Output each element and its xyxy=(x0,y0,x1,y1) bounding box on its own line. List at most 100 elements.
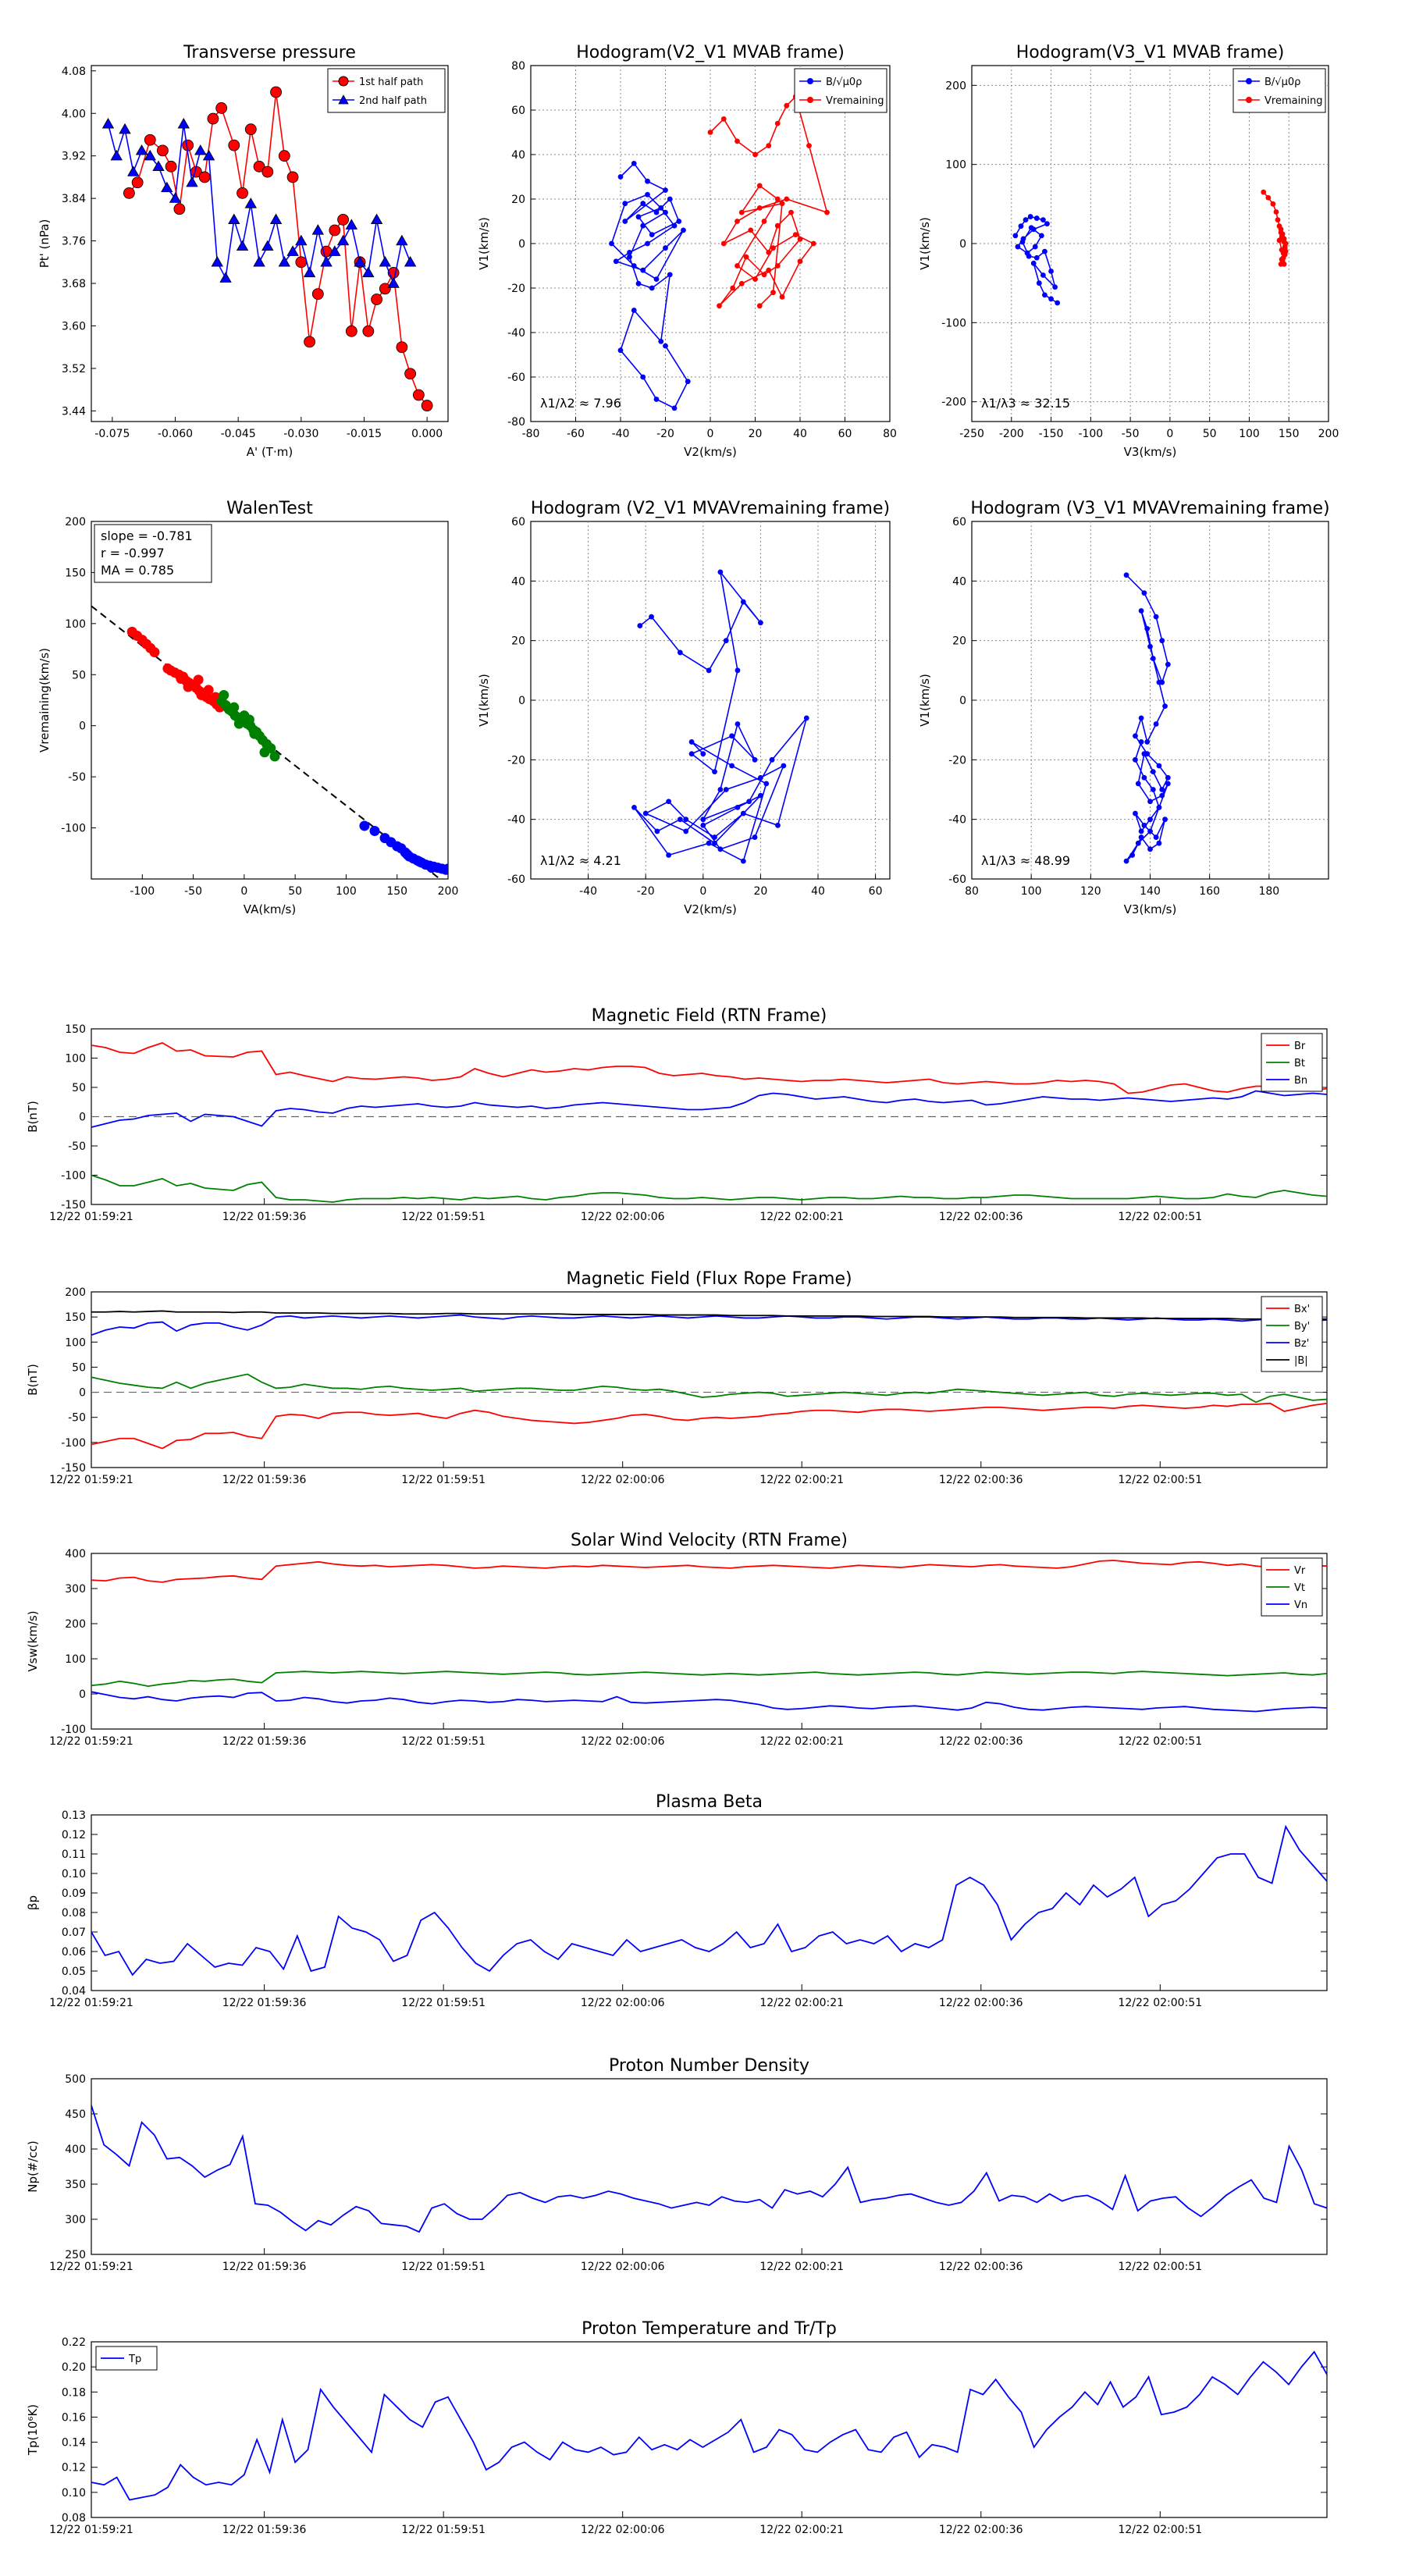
data-point xyxy=(781,763,787,769)
annotation: λ1/λ2 ≈ 7.96 xyxy=(540,396,621,411)
data-point xyxy=(746,799,752,805)
y-tick-label: 4.00 xyxy=(62,108,86,120)
x-tick-label: 20 xyxy=(753,885,767,898)
legend-marker xyxy=(1246,78,1252,84)
data-point xyxy=(1019,239,1026,245)
data-point xyxy=(666,799,672,805)
data-point xyxy=(1153,721,1159,727)
data-point xyxy=(144,133,156,146)
data-point xyxy=(645,178,650,184)
plot-area xyxy=(91,1560,1327,1713)
y-tick-label: 20 xyxy=(952,635,966,648)
data-point xyxy=(740,810,746,817)
y-tick-label: 500 xyxy=(65,2073,86,2086)
stat-line: slope = -0.781 xyxy=(101,528,193,543)
x-tick-label: -20 xyxy=(656,428,674,440)
stat-line: r = -0.997 xyxy=(101,546,165,560)
data-point xyxy=(269,751,280,762)
y-tick-label: 0 xyxy=(79,1387,86,1400)
y-tick-label: -100 xyxy=(61,823,86,835)
data-point xyxy=(236,240,249,251)
data-point xyxy=(666,852,672,858)
data-point xyxy=(653,209,660,215)
x-tick-label: 12/22 01:59:21 xyxy=(49,1735,133,1748)
data-point xyxy=(712,834,717,840)
legend-label: Br xyxy=(1294,1041,1306,1052)
y-tick-label: 450 xyxy=(65,2108,86,2121)
data-point xyxy=(396,234,408,246)
data-point xyxy=(748,227,754,233)
data-point xyxy=(717,303,722,309)
y-tick-label: 100 xyxy=(65,1053,86,1066)
data-point xyxy=(131,176,144,189)
data-point xyxy=(253,256,265,267)
y-tick-label: -60 xyxy=(507,873,525,886)
y-tick-label: 4.08 xyxy=(62,66,86,78)
data-point xyxy=(1147,817,1153,823)
data-point xyxy=(763,781,770,787)
data-point xyxy=(775,822,781,828)
data-point xyxy=(1036,280,1042,286)
data-point xyxy=(717,787,724,792)
data-point xyxy=(1123,572,1129,578)
y-tick-label: 0.12 xyxy=(62,1829,86,1841)
y-tick-label: 0 xyxy=(959,695,966,707)
data-point xyxy=(756,303,763,309)
y-tick-label: 0.09 xyxy=(62,1888,86,1900)
data-point xyxy=(653,397,660,402)
data-point xyxy=(1281,236,1287,242)
legend-label: Bn xyxy=(1294,1075,1307,1087)
data-point xyxy=(806,143,812,149)
data-point xyxy=(774,196,781,202)
data-point xyxy=(631,263,637,269)
x-tick-label: 12/22 02:00:21 xyxy=(759,2524,844,2536)
y-tick-label: 100 xyxy=(65,1653,86,1666)
data-point xyxy=(740,858,746,864)
data-point xyxy=(110,149,123,161)
data-point xyxy=(219,272,232,283)
plot-frame xyxy=(91,1553,1328,1730)
x-tick-label: 12/22 02:00:06 xyxy=(581,2261,665,2273)
data-point xyxy=(677,649,683,656)
y-tick-label: -20 xyxy=(507,754,525,767)
x-tick-label: 12/22 02:00:51 xyxy=(1118,1735,1202,1748)
y-tick-label: 0.14 xyxy=(62,2437,86,2450)
data-point xyxy=(671,405,678,411)
chart-walen: -100 -50 0 50 100 150 200 -100 -50 0 50 100 150 200 Wa… xyxy=(37,499,458,916)
series-line-beta xyxy=(91,1824,1327,1976)
x-tick-label: -200 xyxy=(999,428,1024,440)
y-axis-label: Pt' (nPa) xyxy=(37,219,52,269)
legend-label: Vn xyxy=(1294,1599,1307,1611)
chart-title: Plasma Beta xyxy=(656,1792,763,1812)
legend-label: |B| xyxy=(1294,1355,1308,1367)
data-point xyxy=(700,751,706,757)
data-point xyxy=(688,739,695,745)
annotation: λ1/λ2 ≈ 4.21 xyxy=(540,853,621,868)
legend-box xyxy=(1232,68,1326,113)
y-tick-label: 150 xyxy=(65,1023,86,1036)
data-point xyxy=(681,227,686,233)
y-tick-label: 3.60 xyxy=(62,320,86,333)
data-point xyxy=(1281,261,1287,267)
data-point xyxy=(770,290,776,296)
data-point xyxy=(303,266,316,278)
data-point xyxy=(1153,834,1159,840)
x-axis-label: VA(km/s) xyxy=(244,902,296,916)
x-tick-label: -80 xyxy=(522,428,540,440)
data-point xyxy=(228,139,240,151)
y-axis-label: Np(#/cc) xyxy=(26,2140,40,2193)
plot-area xyxy=(91,1042,1327,1203)
data-point xyxy=(1123,858,1129,864)
data-point xyxy=(1138,715,1144,721)
y-tick-label: 60 xyxy=(952,516,966,528)
series-line-Np xyxy=(91,2105,1327,2233)
y-tick-label: -150 xyxy=(61,1462,86,1475)
data-point xyxy=(1048,269,1054,274)
data-point xyxy=(244,197,257,208)
data-point xyxy=(735,667,741,674)
data-point xyxy=(766,267,772,273)
y-tick-label: 350 xyxy=(65,2179,86,2191)
x-tick-label: 40 xyxy=(793,428,807,440)
y-tick-label: 200 xyxy=(65,1286,86,1299)
